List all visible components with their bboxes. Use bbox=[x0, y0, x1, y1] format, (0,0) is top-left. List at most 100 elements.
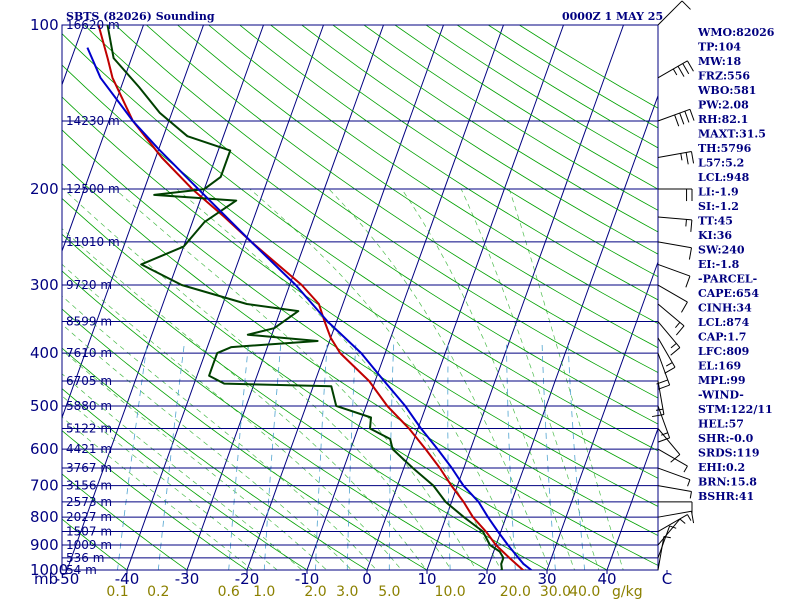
wind-barb-flag bbox=[658, 384, 670, 390]
wind-barb-flag bbox=[683, 465, 688, 473]
temperature-tick-label: 20 bbox=[477, 570, 496, 588]
wind-barb bbox=[657, 510, 695, 524]
height-tick-label: 14230 m bbox=[66, 114, 120, 128]
wind-barb-flag bbox=[689, 491, 692, 499]
wind-barb-flag bbox=[687, 514, 692, 521]
pressure-tick-label: 500 bbox=[30, 397, 59, 415]
wind-barbs bbox=[651, 0, 695, 571]
pressure-tick-label: 1000 bbox=[30, 561, 68, 579]
wind-barb-flag bbox=[670, 347, 681, 356]
index-line: SRDS:119 bbox=[698, 447, 760, 460]
dry-adiabat-line bbox=[146, 25, 658, 374]
temperature-trace bbox=[97, 25, 526, 570]
wind-barb bbox=[657, 337, 676, 374]
index-line: TT:45 bbox=[698, 215, 733, 228]
index-line: LI:-1.9 bbox=[698, 186, 739, 199]
wind-barb-shaft bbox=[657, 284, 688, 303]
wind-barb-shaft bbox=[657, 467, 691, 481]
height-tick-label: 1009 m bbox=[66, 538, 112, 552]
index-line: BRN:15.8 bbox=[698, 476, 757, 489]
index-line: EL:169 bbox=[698, 360, 741, 373]
wind-barb-flag bbox=[684, 111, 690, 123]
index-line: MW:18 bbox=[698, 55, 741, 68]
mixing-ratio-label: 30.0 bbox=[540, 584, 571, 600]
wind-barb-shaft bbox=[657, 405, 671, 439]
wind-barb-flag bbox=[681, 0, 691, 10]
dry-adiabat-line bbox=[270, 25, 658, 278]
wind-barb-shaft bbox=[657, 510, 692, 518]
height-tick-label: 536 m bbox=[66, 551, 104, 565]
temperature-tick-label: 10 bbox=[417, 570, 436, 588]
height-tick-label: 16620 m bbox=[66, 18, 120, 32]
index-line: STM:122/11 bbox=[698, 403, 773, 416]
mixing-ratio-line bbox=[346, 340, 357, 570]
moist-adiabat-line bbox=[62, 373, 303, 570]
wind-barb-shaft bbox=[657, 485, 692, 492]
dry-adiabat-line bbox=[115, 25, 658, 399]
height-tick-label: 5880 m bbox=[66, 399, 112, 413]
isobar-lines bbox=[61, 24, 659, 571]
moist-adiabat-line bbox=[62, 323, 352, 570]
index-line: SI:-1.2 bbox=[698, 200, 739, 213]
moist-adiabat-line bbox=[328, 188, 551, 570]
moist-adiabat-line bbox=[249, 188, 526, 570]
pressure-tick-label: 800 bbox=[30, 508, 59, 526]
mixing-ratio-line bbox=[567, 340, 586, 570]
dry-adiabat-line bbox=[62, 347, 368, 570]
mixing-ratio-label: 2.0 bbox=[304, 584, 326, 600]
mixing-ratio-line bbox=[541, 340, 556, 570]
mixing-ratio-unit-label: g/kg bbox=[612, 584, 643, 600]
isotherm-line bbox=[186, 25, 384, 570]
index-line: TP:104 bbox=[698, 41, 741, 54]
moist-adiabat-line bbox=[62, 416, 254, 570]
index-line: TH:5796 bbox=[698, 142, 752, 155]
height-tick-label: 54 m bbox=[66, 563, 97, 577]
height-tick-label: 2027 m bbox=[66, 510, 112, 524]
temperature-tick-label: 40 bbox=[597, 570, 616, 588]
index-line: LCL:948 bbox=[698, 171, 750, 184]
height-tick-label: 3156 m bbox=[66, 479, 112, 493]
wind-barb-shaft bbox=[657, 352, 671, 386]
index-line: MPL:99 bbox=[698, 374, 746, 387]
mixing-ratio-label: 5.0 bbox=[378, 584, 400, 600]
wind-barb-flag bbox=[670, 343, 677, 349]
index-line: RH:82.1 bbox=[698, 113, 748, 126]
wind-barb bbox=[657, 284, 688, 313]
wind-barb-flag bbox=[658, 437, 670, 443]
wind-barb-flag bbox=[679, 112, 685, 125]
dry-adiabat-line bbox=[62, 473, 188, 570]
moist-adiabat-line bbox=[401, 188, 575, 570]
wind-barb-shaft bbox=[657, 60, 688, 79]
temperature-tick-label: -40 bbox=[115, 570, 140, 588]
pressure-tick-label: 700 bbox=[30, 477, 59, 495]
wind-barb bbox=[658, 188, 693, 202]
wind-barb-shaft bbox=[657, 536, 665, 571]
height-tick-label: 3767 m bbox=[66, 461, 112, 475]
index-line: KI:36 bbox=[698, 229, 732, 242]
height-tick-label: 2573 m bbox=[66, 495, 112, 509]
index-line: HEL:57 bbox=[698, 418, 744, 431]
temperature-tick-label: -20 bbox=[235, 570, 260, 588]
wind-barb-flag bbox=[690, 219, 693, 232]
mixing-ratio-label: 1.0 bbox=[253, 584, 275, 600]
index-line: SHR:-0.0 bbox=[698, 432, 754, 445]
index-line: LFC:809 bbox=[698, 345, 749, 358]
mixing-ratio-line bbox=[388, 340, 395, 570]
wind-barb-flag bbox=[689, 109, 695, 121]
height-tick-label: 7610 m bbox=[66, 346, 112, 360]
temperature-tick-label: -50 bbox=[55, 570, 80, 588]
isotherm-line bbox=[0, 25, 24, 582]
isotherm-line bbox=[62, 25, 144, 253]
mixing-ratio-label: 0.2 bbox=[147, 584, 169, 600]
height-tick-label: 9720 m bbox=[66, 278, 112, 292]
wind-barb-flag bbox=[670, 454, 681, 463]
mixing-ratio-line bbox=[263, 340, 282, 570]
isotherm-line bbox=[366, 25, 564, 570]
temperature-tick-label: 30 bbox=[537, 570, 556, 588]
moist-adiabat-line bbox=[62, 228, 427, 570]
temperature-tick-label: C bbox=[662, 570, 672, 588]
height-tick-label: 11010 m bbox=[66, 235, 120, 249]
wind-barb-flag bbox=[674, 322, 681, 329]
wind-barb bbox=[657, 263, 691, 288]
